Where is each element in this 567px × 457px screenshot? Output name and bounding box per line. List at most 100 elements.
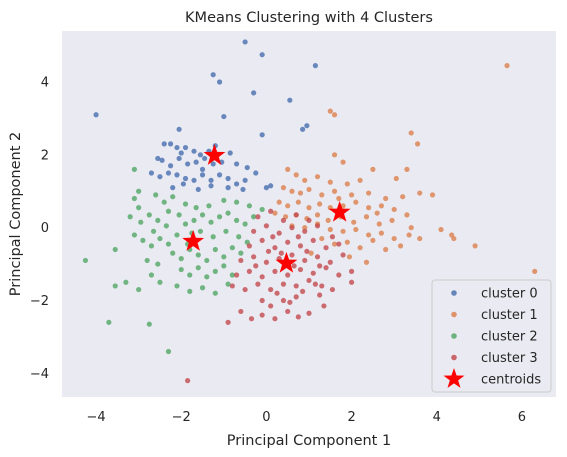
data-point [202,155,208,162]
data-point [304,123,310,129]
data-point [336,241,342,247]
x-tick-label: 0 [262,410,270,425]
data-point [391,206,397,213]
data-point [208,183,214,189]
data-point [225,319,231,325]
legend-label: cluster 2 [481,330,538,345]
data-point [225,185,231,191]
data-point [251,214,257,220]
centroid-marker [328,200,351,222]
data-point [289,188,295,194]
y-tick-label: −4 [30,367,49,382]
data-point [280,185,287,191]
x-tick-label: −2 [172,410,191,425]
data-point [259,312,265,318]
data-point [366,232,372,238]
data-point [197,152,204,158]
data-point [259,206,265,213]
data-point [234,161,240,167]
data-point [206,203,212,209]
data-point [263,259,270,265]
centroid-marker [203,144,226,165]
data-point [210,72,216,78]
data-point [161,199,167,205]
data-point [302,177,308,183]
data-point [306,217,312,223]
data-point [270,234,276,240]
data-point [291,263,297,269]
data-point [383,246,389,253]
data-point [370,237,376,243]
data-point [167,163,174,169]
data-point [285,203,291,209]
data-point [182,175,189,182]
legend-marker [451,290,457,296]
data-point [406,232,412,238]
data-point [259,52,265,58]
data-point [182,144,189,151]
data-point [504,63,510,69]
data-point [304,248,310,254]
data-point [244,164,250,171]
data-point [336,195,342,202]
data-point [329,286,336,293]
legend-label: cluster 1 [481,308,538,323]
x-tick-labels: −4 −2 0 2 4 6 [86,410,526,425]
data-point [404,166,410,172]
data-point [238,257,244,264]
x-tick-label: 4 [433,410,441,425]
legend-marker-centroids [443,368,465,388]
y-tick-label: 2 [41,148,49,163]
data-point [378,230,384,236]
data-point [146,212,152,218]
data-point [193,159,199,165]
data-point [225,281,231,287]
data-point [227,150,233,156]
data-point [319,235,325,242]
data-point [317,263,323,269]
data-point [383,195,389,202]
data-point [302,257,308,264]
data-point [293,283,299,289]
data-point [178,150,184,156]
data-point [331,188,338,194]
data-point [353,199,359,205]
data-point [208,219,214,225]
data-point [319,192,325,198]
data-point [327,259,333,265]
data-point [238,308,244,315]
data-point [229,272,235,278]
data-point [363,214,370,220]
data-point [346,254,353,260]
data-point [82,257,89,264]
data-point [259,132,265,138]
data-point [150,228,157,234]
data-point [280,281,287,287]
data-point [112,283,118,289]
data-point [225,175,231,182]
data-point [212,268,218,274]
data-point [255,281,261,287]
data-point [253,170,259,176]
data-point [246,203,252,209]
data-point [234,199,240,205]
data-point [174,144,180,151]
data-point [195,265,201,271]
data-point [212,290,218,296]
data-point [310,270,316,276]
data-point [302,225,308,231]
data-point [236,234,242,240]
data-point [251,254,257,260]
legend-marker [451,311,457,318]
data-point [317,201,323,207]
data-point [331,152,338,158]
data-point [276,230,282,236]
data-point [263,223,270,229]
data-point [310,237,316,243]
data-point [155,261,161,267]
data-point [136,205,142,211]
data-point [263,185,270,191]
data-point [131,166,137,172]
data-point [253,263,259,269]
data-point [287,97,293,103]
